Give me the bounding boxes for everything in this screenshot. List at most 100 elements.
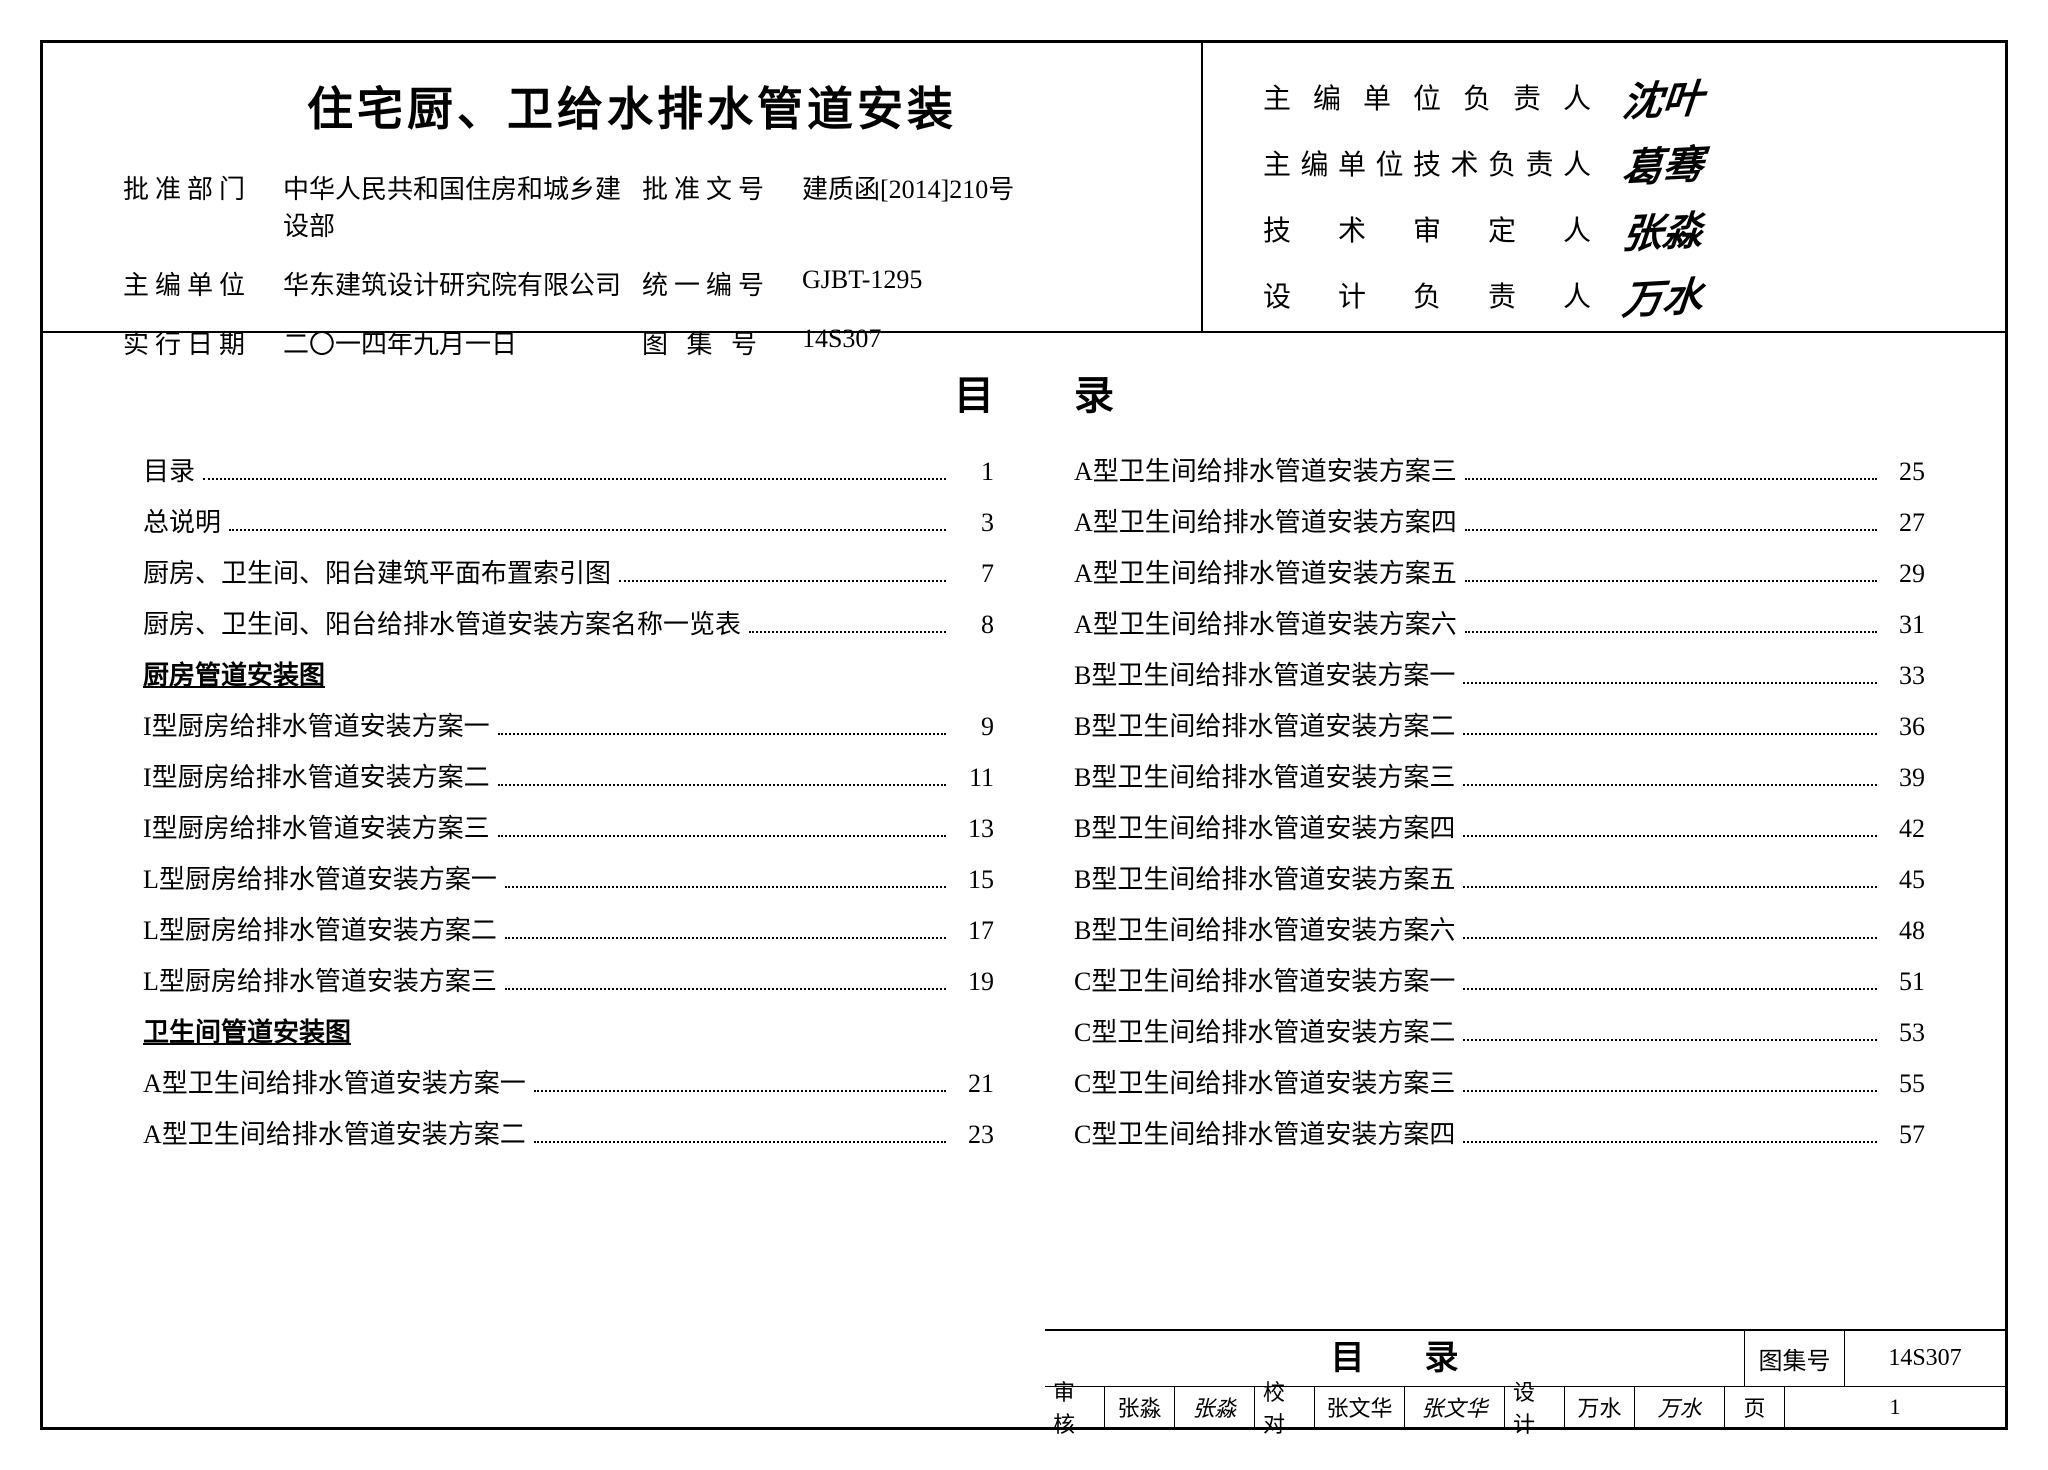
toc-page-number: 33 — [1885, 661, 1925, 691]
toc-line: A型卫生间给排水管道安装方案一 21 — [143, 1063, 994, 1100]
toc-line: L型厨房给排水管道安装方案三19 — [143, 961, 994, 998]
toc-line: 目录 1 — [143, 451, 994, 488]
toc-page-number: 48 — [1885, 916, 1925, 946]
info-label: 批准部门 — [123, 169, 263, 243]
toc-dots — [1465, 529, 1877, 531]
toc-entry-text: L型厨房给排水管道安装方案一 — [143, 859, 497, 896]
footer-title: 目录 — [1045, 1331, 1745, 1386]
toc-line: I型厨房给排水管道安装方案三 13 — [143, 808, 994, 845]
toc-page-number: 31 — [1885, 610, 1925, 640]
toc-dots — [203, 478, 946, 480]
toc-line: B型卫生间给排水管道安装方案二36 — [1074, 706, 1925, 743]
toc-dots — [498, 835, 946, 837]
toc-line: A型卫生间给排水管道安装方案二23 — [143, 1114, 994, 1151]
toc-entry-text: C型卫生间给排水管道安装方案一 — [1074, 961, 1455, 998]
toc-line: A型卫生间给排水管道安装方案四 27 — [1074, 502, 1925, 539]
toc-section-heading: 厨房管道安装图 — [143, 655, 994, 692]
toc-page-number: 51 — [1885, 967, 1925, 997]
toc-entry-text: C型卫生间给排水管道安装方案二 — [1074, 1012, 1455, 1049]
toc-dots — [1463, 886, 1877, 888]
signature-row: 主编单位负责人 沈叶 — [1263, 73, 1965, 121]
toc-page-number: 8 — [954, 610, 994, 640]
toc-line: C型卫生间给排水管道安装方案四 57 — [1074, 1114, 1925, 1151]
footer-cell: 1 — [1785, 1387, 2005, 1427]
toc-entry-text: 厨房、卫生间、阳台给排水管道安装方案名称一览表 — [143, 604, 741, 641]
toc-dots — [498, 784, 946, 786]
footer-cell: 张淼 — [1175, 1387, 1255, 1427]
toc-entry-text: A型卫生间给排水管道安装方案五 — [1074, 553, 1457, 590]
toc-entry-text: 目录 — [143, 451, 195, 488]
toc-entry-text: A型卫生间给排水管道安装方案六 — [1074, 604, 1457, 641]
info-value: 建质函[2014]210号 — [802, 169, 1141, 243]
toc-dots — [1463, 1141, 1877, 1143]
toc-page-number: 1 — [954, 457, 994, 487]
toc-entry-text: I型厨房给排水管道安装方案三 — [143, 808, 490, 845]
toc-line: B型卫生间给排水管道安装方案一 33 — [1074, 655, 1925, 692]
toc-entry-text: B型卫生间给排水管道安装方案三 — [1074, 757, 1455, 794]
toc-dots — [1463, 1090, 1877, 1092]
toc-page-number: 57 — [1885, 1120, 1925, 1150]
toc-page-number: 15 — [954, 865, 994, 895]
footer-bottom: 审核张淼张淼校对张文华张文华设计万水万水页1 — [1045, 1387, 2005, 1427]
signature-mark: 张淼 — [1620, 198, 1706, 260]
info-value: 华东建筑设计研究院有限公司 — [283, 265, 622, 302]
toc-page-number: 53 — [1885, 1018, 1925, 1048]
toc-dots — [505, 937, 946, 939]
toc-right-column: A型卫生间给排水管道安装方案三25A型卫生间给排水管道安装方案四27A型卫生间给… — [1074, 451, 1925, 1165]
signature-mark: 沈叶 — [1620, 66, 1706, 128]
toc-body: 目录 目录 1 总说明3 厨房、卫生间、阳台建筑平面布置索引图7 厨房、卫生间、阳台给排… — [43, 333, 2005, 1329]
footer-block: 目录 图集号 14S307 审核张淼张淼校对张文华张文华设计万水万水页1 — [1045, 1329, 2005, 1427]
toc-entry-text: A型卫生间给排水管道安装方案四 — [1074, 502, 1457, 539]
toc-line: 厨房、卫生间、阳台给排水管道安装方案名称一览表 8 — [143, 604, 994, 641]
footer-cell: 校对 — [1255, 1387, 1315, 1427]
signature-mark: 葛骞 — [1620, 132, 1706, 194]
toc-page-number: 9 — [954, 712, 994, 742]
toc-entry-text: B型卫生间给排水管道安装方案二 — [1074, 706, 1455, 743]
toc-page-number: 7 — [954, 559, 994, 589]
atlas-label: 图集号 — [1745, 1331, 1845, 1386]
footer-cell: 张文华 — [1405, 1387, 1505, 1427]
toc-line: B型卫生间给排水管道安装方案六 48 — [1074, 910, 1925, 947]
document-page: 住宅厨、卫给水排水管道安装 批准部门 中华人民共和国住房和城乡建设部 批准文号 … — [40, 40, 2008, 1430]
toc-entry-text: C型卫生间给排水管道安装方案三 — [1074, 1063, 1455, 1100]
toc-page-number: 13 — [954, 814, 994, 844]
footer-cell: 设计 — [1505, 1387, 1565, 1427]
toc-page-number: 42 — [1885, 814, 1925, 844]
footer-cell: 张淼 — [1105, 1387, 1175, 1427]
toc-page-number: 45 — [1885, 865, 1925, 895]
toc-page-number: 29 — [1885, 559, 1925, 589]
signature-label: 主编单位负责人 — [1263, 77, 1593, 117]
toc-columns: 目录 1 总说明3 厨房、卫生间、阳台建筑平面布置索引图7 厨房、卫生间、阳台给排水管道… — [143, 451, 1925, 1165]
toc-line: I型厨房给排水管道安装方案一9 — [143, 706, 994, 743]
toc-dots — [1463, 988, 1877, 990]
signature-row: 技术审定人 张淼 — [1263, 205, 1965, 253]
footer-cell: 页 — [1725, 1387, 1785, 1427]
toc-entry-text: B型卫生间给排水管道安装方案一 — [1074, 655, 1455, 692]
toc-page-number: 11 — [954, 763, 994, 793]
toc-line: I型厨房给排水管道安装方案二11 — [143, 757, 994, 794]
toc-dots — [1463, 733, 1877, 735]
signature-mark: 万水 — [1620, 264, 1706, 326]
footer-cell: 万水 — [1635, 1387, 1725, 1427]
signature-row: 设计负责人 万水 — [1263, 271, 1965, 319]
toc-entry-text: C型卫生间给排水管道安装方案四 — [1074, 1114, 1455, 1151]
toc-entry-text: B型卫生间给排水管道安装方案六 — [1074, 910, 1455, 947]
info-value: GJBT-1295 — [802, 265, 1141, 302]
toc-title: 目录 — [143, 363, 1925, 421]
info-label: 批准文号 — [642, 169, 782, 243]
toc-line: 总说明3 — [143, 502, 994, 539]
toc-page-number: 21 — [954, 1069, 994, 1099]
toc-page-number: 55 — [1885, 1069, 1925, 1099]
toc-line: C型卫生间给排水管道安装方案三 55 — [1074, 1063, 1925, 1100]
toc-line: A型卫生间给排水管道安装方案六 31 — [1074, 604, 1925, 641]
toc-entry-text: A型卫生间给排水管道安装方案一 — [143, 1063, 526, 1100]
signature-label: 主编单位技术负责人 — [1263, 143, 1593, 183]
toc-page-number: 19 — [954, 967, 994, 997]
toc-page-number: 25 — [1885, 457, 1925, 487]
toc-line: B型卫生间给排水管道安装方案五45 — [1074, 859, 1925, 896]
toc-entry-text: A型卫生间给排水管道安装方案三 — [1074, 451, 1457, 488]
toc-page-number: 27 — [1885, 508, 1925, 538]
toc-dots — [1465, 478, 1877, 480]
toc-line: 厨房、卫生间、阳台建筑平面布置索引图7 — [143, 553, 994, 590]
toc-dots — [1463, 784, 1877, 786]
